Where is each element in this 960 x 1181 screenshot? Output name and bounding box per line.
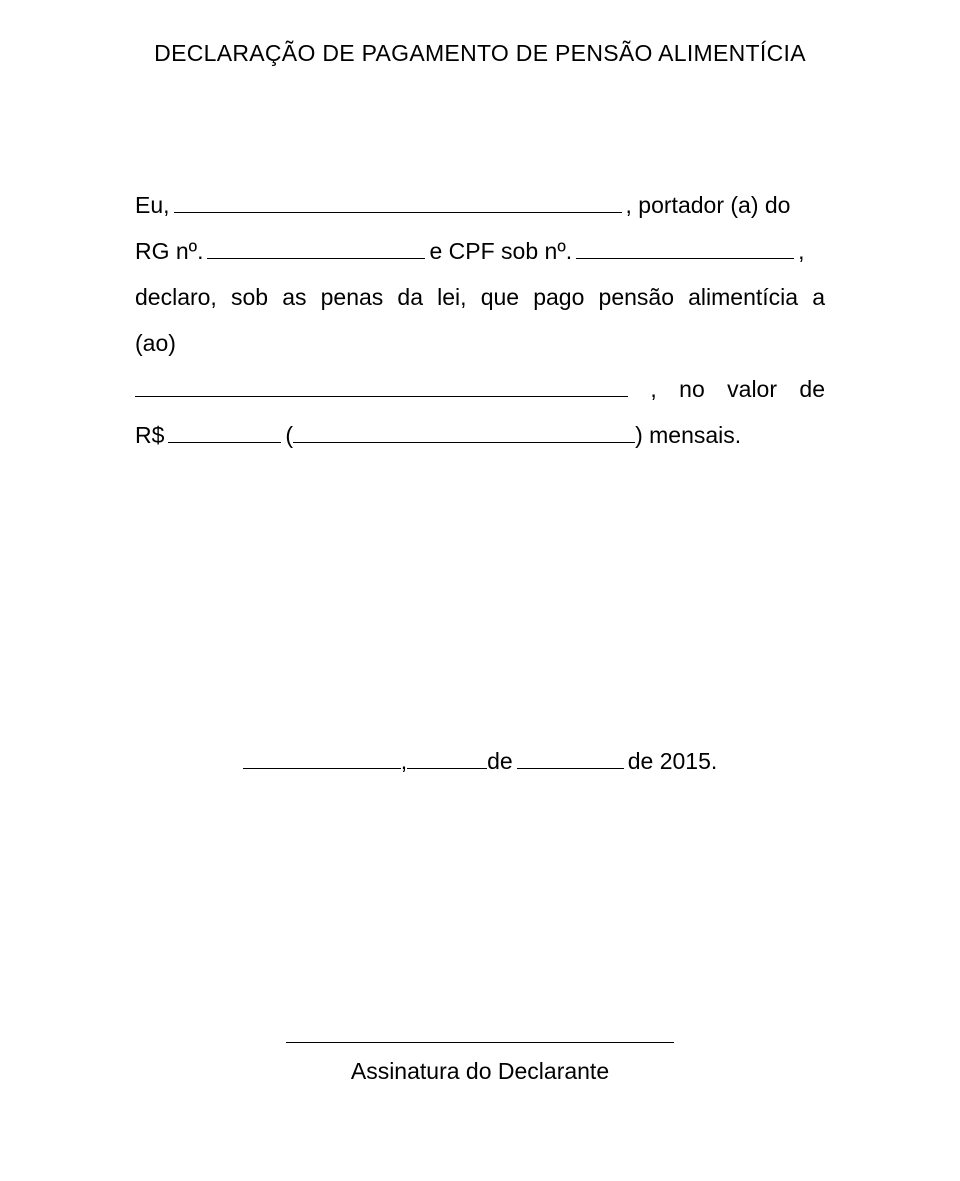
blank-cpf <box>576 258 794 259</box>
text-comma2: , <box>650 366 656 412</box>
text-mensais: ) mensais. <box>635 412 741 458</box>
text-rs: R$ <box>135 412 164 458</box>
text-no: no <box>679 366 705 412</box>
text-valor: valor <box>727 366 777 412</box>
text-open-paren: ( <box>285 412 293 458</box>
blank-declarant-name <box>174 212 622 213</box>
line-rg-cpf: RG nº. e CPF sob nº. , <box>135 228 825 274</box>
blank-beneficiary-name <box>135 396 628 397</box>
line-amount: R$ ( ) mensais. <box>135 412 825 458</box>
date-line: , de de 2015. <box>135 748 825 775</box>
blank-rg <box>207 258 425 259</box>
text-date-de1: de <box>487 748 513 775</box>
blank-date-city <box>243 768 401 769</box>
line-declarant-name: Eu, , portador (a) do <box>135 182 825 228</box>
signature-block: Assinatura do Declarante <box>135 1040 825 1085</box>
text-de: de <box>799 366 825 412</box>
text-eu: Eu, <box>135 182 170 228</box>
signature-label: Assinatura do Declarante <box>135 1058 825 1085</box>
text-comma: , <box>798 228 804 274</box>
text-date-comma: , <box>401 748 407 775</box>
text-cpf: e CPF sob nº. <box>429 228 572 274</box>
declaration-body: Eu, , portador (a) do RG nº. e CPF sob n… <box>135 182 825 458</box>
blank-amount-written <box>293 442 635 443</box>
text-rg: RG nº. <box>135 228 203 274</box>
signature-line <box>286 1042 674 1043</box>
document-title: DECLARAÇÃO DE PAGAMENTO DE PENSÃO ALIMEN… <box>135 40 825 67</box>
line-beneficiary: , no valor de <box>135 366 825 412</box>
blank-date-month <box>517 768 624 769</box>
line-declaro: declaro, sob as penas da lei, que pago p… <box>135 274 825 366</box>
text-portador: , portador (a) do <box>626 182 791 228</box>
blank-amount-numeric <box>168 442 281 443</box>
blank-date-day <box>407 768 487 769</box>
text-date-year: de 2015. <box>628 748 718 775</box>
